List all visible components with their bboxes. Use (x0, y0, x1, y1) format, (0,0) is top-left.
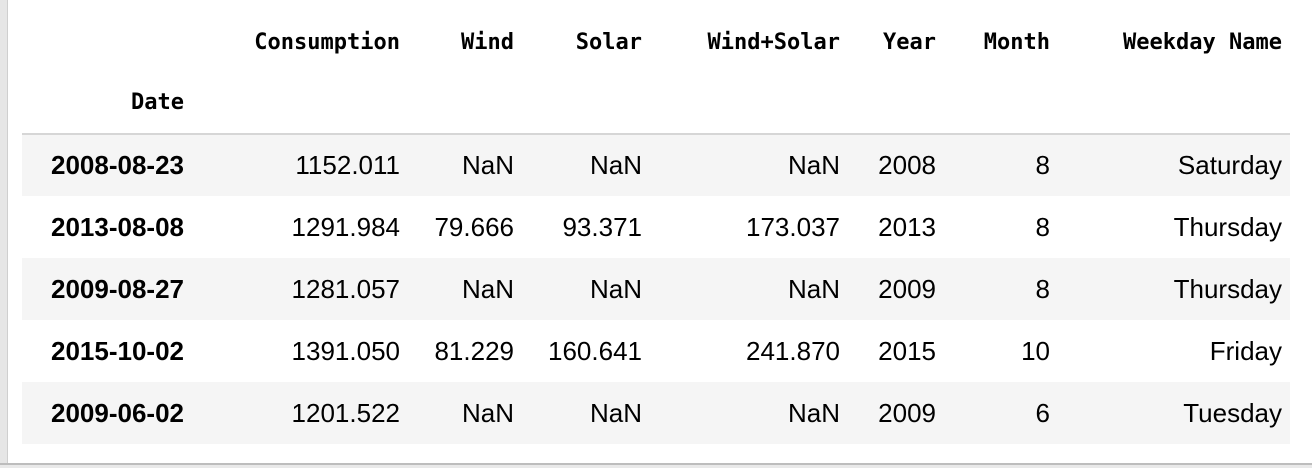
cell-wind: NaN (461, 273, 514, 304)
cell-consumption: 1281.057 (291, 273, 400, 304)
cell-solar: 93.371 (562, 211, 642, 242)
cell-weekday-name: Saturday (1177, 150, 1282, 180)
cell-month: 8 (1035, 211, 1050, 242)
cell-month: 8 (1035, 150, 1050, 180)
column-header-wind: Wind (461, 29, 514, 55)
index-corner-cell (22, 12, 192, 72)
cell-wind-solar: 241.870 (746, 335, 840, 366)
row-index-date: 2008-08-23 (51, 150, 184, 180)
column-header-year: Year (883, 29, 936, 55)
dataframe-table: Consumption Wind Solar Wind+Solar Year M… (22, 12, 1290, 444)
cell-consumption: 1152.011 (295, 150, 400, 180)
cell-wind: NaN (461, 150, 514, 180)
index-name-header: Date (22, 72, 192, 135)
cell-wind: 79.666 (434, 211, 514, 242)
cell-weekday-name: Friday (1209, 335, 1282, 366)
cell-month: 8 (1035, 273, 1050, 304)
notebook-cell-gutter (0, 0, 8, 468)
column-header-consumption: Consumption (254, 29, 400, 55)
cell-year: 2009 (878, 273, 936, 304)
table-row: 2008-08-23 1152.011 NaN NaN NaN 2008 8 S… (22, 134, 1290, 196)
row-index-date: 2009-06-02 (51, 397, 184, 428)
cell-solar: NaN (589, 273, 642, 304)
cell-month: 6 (1035, 397, 1050, 428)
cell-year: 2008 (878, 150, 936, 180)
cell-weekday-name: Thursday (1173, 211, 1282, 242)
table-row: 2015-10-02 1391.050 81.229 160.641 241.8… (22, 320, 1290, 382)
cell-wind-solar: NaN (787, 273, 840, 304)
cell-year: 2013 (878, 211, 936, 242)
cell-wind-solar: 173.037 (746, 211, 840, 242)
table-row: 2009-08-27 1281.057 NaN NaN NaN 2009 8 T… (22, 258, 1290, 320)
table-row: 2013-08-08 1291.984 79.666 93.371 173.03… (22, 196, 1290, 258)
cell-consumption: 1291.984 (291, 211, 400, 242)
cell-year: 2009 (878, 397, 936, 428)
cell-year: 2015 (878, 335, 936, 366)
cell-weekday-name: Thursday (1173, 273, 1282, 304)
column-header-row: Consumption Wind Solar Wind+Solar Year M… (22, 12, 1290, 72)
cell-weekday-name: Tuesday (1183, 397, 1282, 428)
row-index-date: 2013-08-08 (51, 211, 184, 242)
cell-consumption: 1391.050 (291, 335, 400, 366)
cell-consumption: 1201.522 (291, 397, 400, 428)
column-header-weekday-name: Weekday Name (1123, 29, 1282, 55)
cell-solar: NaN (589, 397, 642, 428)
column-header-month: Month (983, 29, 1050, 55)
cell-solar: NaN (589, 150, 642, 180)
row-index-date: 2009-08-27 (51, 273, 184, 304)
index-header-row: Date (22, 72, 1290, 135)
cell-wind-solar: NaN (787, 397, 840, 428)
table-row: 2009-06-02 1201.522 NaN NaN NaN 2009 6 T… (22, 382, 1290, 444)
cell-month: 10 (1021, 335, 1050, 366)
cell-bottom-border (0, 463, 1312, 468)
column-header-solar: Solar (575, 29, 642, 55)
cell-wind-solar: NaN (787, 150, 840, 180)
column-header-wind-solar: Wind+Solar (707, 29, 840, 55)
cell-wind: NaN (461, 397, 514, 428)
cell-wind: 81.229 (434, 335, 514, 366)
row-index-date: 2015-10-02 (51, 335, 184, 366)
cell-solar: 160.641 (548, 335, 642, 366)
